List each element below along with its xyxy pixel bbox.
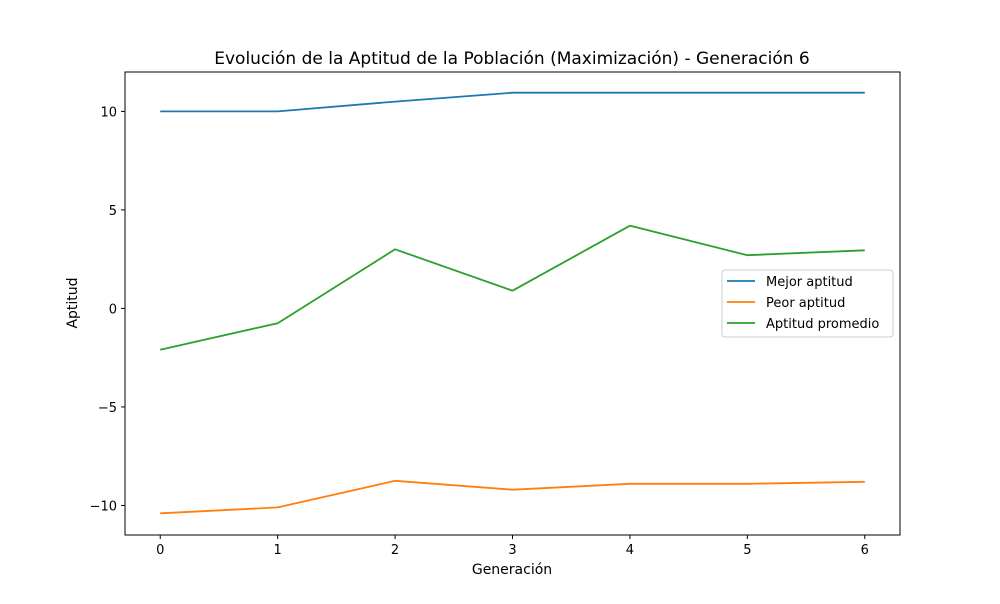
x-tick-label: 6: [861, 543, 869, 558]
x-axis-label: Generación: [472, 562, 552, 578]
y-tick-label: −10: [90, 499, 117, 514]
y-tick-label: 10: [100, 105, 117, 120]
y-tick-label: −5: [98, 401, 117, 416]
series-line-0: [160, 91, 865, 113]
x-tick-label: 3: [508, 543, 516, 558]
series-line-2: [160, 224, 865, 351]
x-tick-label: 4: [626, 543, 634, 558]
legend: Mejor aptitud Peor aptitud Aptitud promedi…: [721, 269, 894, 338]
x-tick-label: 5: [743, 543, 751, 558]
y-tick-label: 0: [109, 302, 117, 317]
x-tick-label: 0: [156, 543, 164, 558]
legend-label-1: Peor aptitud: [766, 296, 845, 311]
y-tick-label: 5: [109, 204, 117, 219]
chart-title: Evolución de la Aptitud de la Población …: [214, 49, 810, 69]
legend-box: [721, 269, 894, 338]
legend-label-0: Mejor aptitud: [766, 275, 853, 290]
x-tick-label: 1: [274, 543, 282, 558]
axes-frame: [124, 71, 901, 536]
plot-area: 0 1 2 3 4 5 6 10 5 0 −5 −10: [90, 91, 869, 558]
y-axis-label: Aptitud: [65, 277, 81, 328]
legend-label-2: Aptitud promedio: [766, 317, 879, 332]
x-tick-label: 2: [391, 543, 399, 558]
series-line-1: [160, 479, 865, 515]
